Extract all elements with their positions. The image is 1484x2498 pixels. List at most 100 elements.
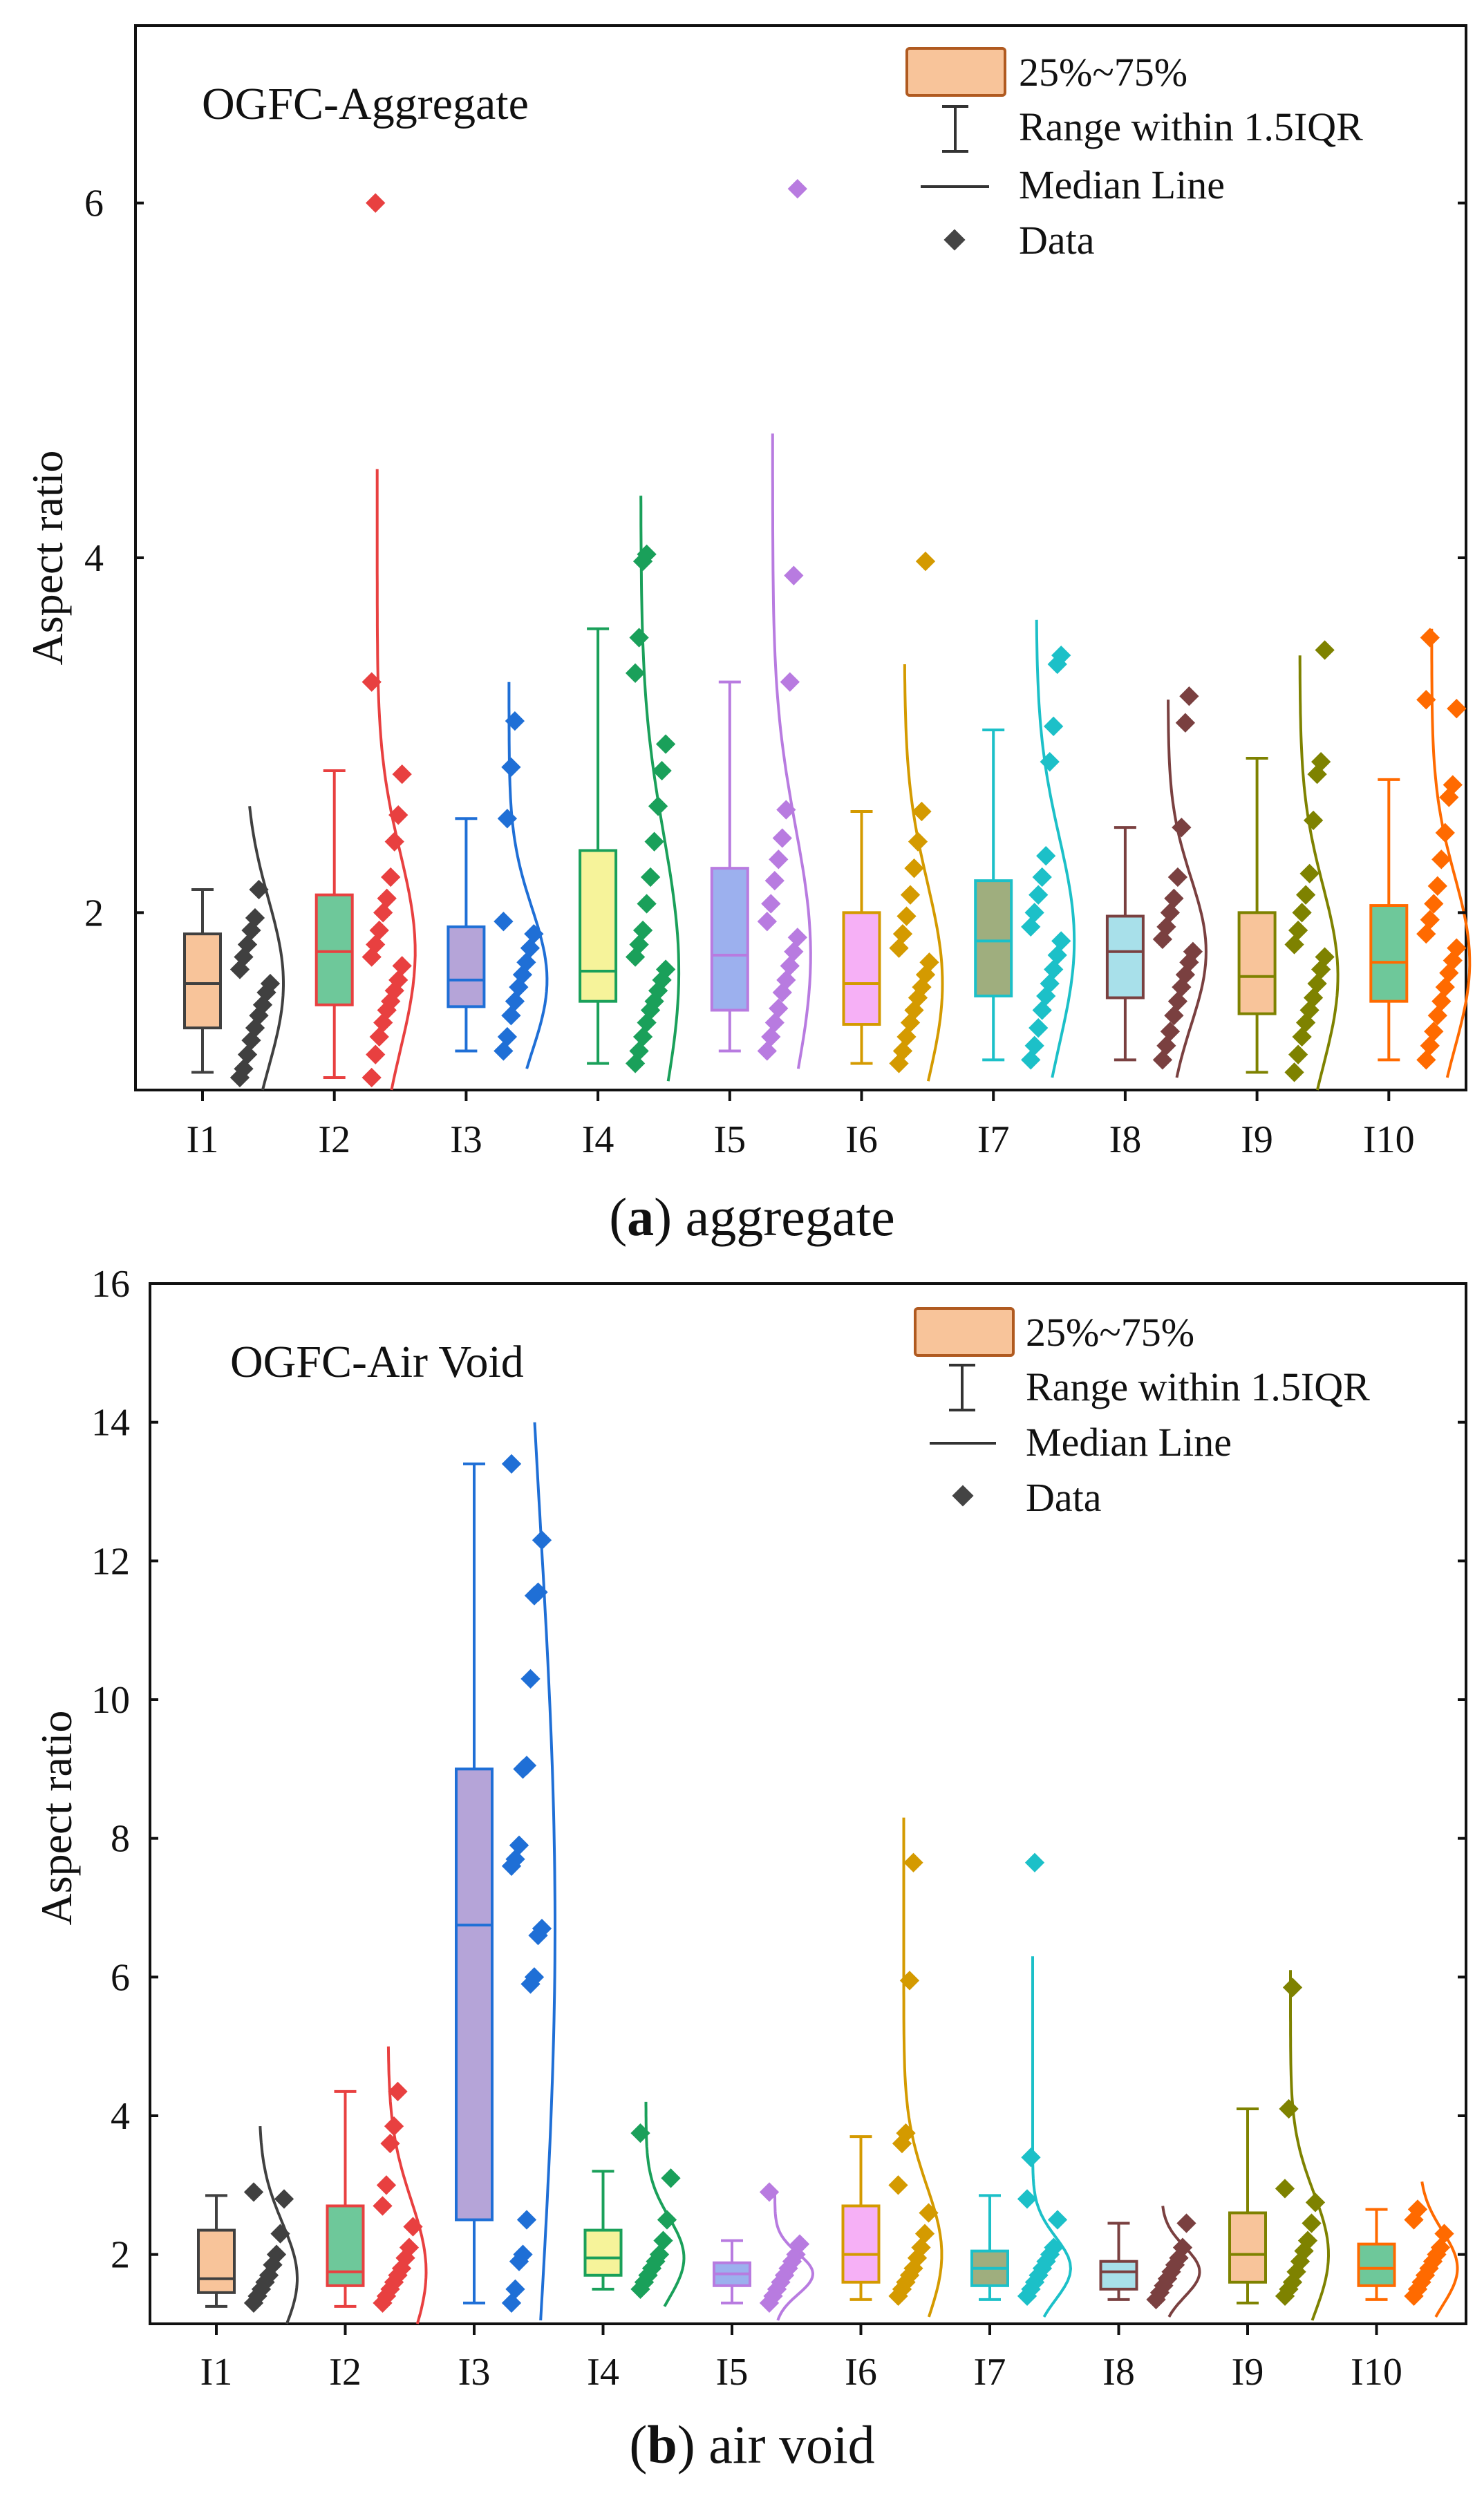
x-tick-label: I9: [1241, 1118, 1273, 1161]
caption-letter-a: a: [627, 1187, 654, 1247]
data-point: [903, 1852, 923, 1872]
data-point: [380, 2133, 400, 2154]
data-point: [769, 998, 789, 1019]
data-point: [513, 2244, 533, 2264]
data-point: [1021, 917, 1041, 937]
y-tick-label: 4: [84, 537, 104, 580]
data-point: [1175, 713, 1196, 733]
data-point: [1044, 959, 1064, 979]
data-point: [892, 1041, 913, 1061]
data-point: [524, 1967, 545, 1987]
data-point: [1435, 977, 1455, 997]
data-point: [1164, 888, 1184, 908]
legend-whisker-icon: [949, 1364, 975, 1411]
box-iqr: [974, 879, 1013, 997]
box-iqr: [1357, 2242, 1396, 2287]
data-point: [889, 938, 909, 958]
violin-curve: [259, 2126, 299, 2325]
data-point: [1024, 1035, 1044, 1055]
data-point: [505, 711, 525, 731]
x-tick-label: I5: [716, 2351, 749, 2394]
box-iqr: [447, 925, 486, 1008]
data-point: [1307, 973, 1327, 994]
legend-box-swatch: [914, 1307, 1015, 1357]
y-axis-label-a: Aspect ratio: [23, 451, 72, 666]
data-point: [1434, 2224, 1454, 2244]
data-point-group: [243, 1454, 1454, 2313]
panel-air-void: 2 4 6 8 10 12 14 16 I1 I2 I3 I4 I5 I6 I7 I8 I9 I10 OGFC-…: [32, 1263, 1467, 2474]
x-tick-label: I3: [458, 2351, 491, 2394]
caption-a: (a) aggregate: [609, 1187, 895, 1247]
data-point: [912, 801, 932, 822]
data-point: [1156, 1035, 1176, 1055]
data-point: [772, 828, 792, 848]
data-point: [896, 1026, 917, 1047]
data-point: [377, 888, 397, 908]
data-point: [373, 2196, 393, 2216]
data-point: [532, 1918, 552, 1939]
data-point: [661, 2168, 681, 2188]
data-point: [1167, 867, 1188, 888]
data-point: [516, 1756, 537, 1776]
data-point: [505, 2279, 525, 2299]
data-point: [381, 867, 401, 888]
box-iqr: [1369, 904, 1409, 1003]
x-tick-label: I8: [1109, 1118, 1142, 1161]
legend-whisker-label: Range within 1.5IQR: [1019, 104, 1363, 149]
legend-data-icon: [943, 229, 966, 251]
data-point: [789, 2234, 810, 2254]
caption-text-a: aggregate: [672, 1187, 895, 1247]
violin-curve: [533, 1422, 556, 2321]
data-point: [1024, 903, 1044, 923]
box-iqr: [1105, 914, 1145, 999]
data-point: [761, 894, 781, 914]
x-tick-group: I1 I2 I3 I4 I5 I6 I7 I8 I9 I10: [200, 2324, 1402, 2394]
data-point: [1303, 988, 1324, 1008]
data-point: [1420, 910, 1440, 930]
data-point: [1044, 2237, 1064, 2257]
data-point: [784, 941, 804, 961]
data-point: [1051, 646, 1071, 666]
data-point: [497, 1026, 518, 1047]
violin-group: [248, 433, 1472, 1091]
data-point: [1447, 938, 1467, 958]
data-point: [1024, 1852, 1045, 1872]
plot-frame-b: [149, 1282, 1467, 2325]
legend-data-label: Data: [1026, 1475, 1102, 1520]
data-point: [1040, 973, 1060, 994]
data-point: [888, 2175, 908, 2195]
violin-curve: [1031, 1956, 1073, 2318]
x-tick-label: I1: [187, 1118, 219, 1161]
box-iqr: [842, 911, 881, 1026]
data-point: [655, 959, 676, 979]
violin-curve: [1167, 699, 1208, 1078]
x-tick-label: I9: [1232, 2351, 1264, 2394]
data-point: [399, 2237, 420, 2257]
x-tick-label: I6: [845, 1118, 878, 1161]
box-iqr: [455, 1767, 494, 2222]
violin-curve: [903, 664, 944, 1082]
data-point: [899, 1971, 920, 1991]
data-point-group: [229, 178, 1467, 1088]
box-iqr: [579, 849, 618, 1003]
data-point: [644, 832, 664, 852]
data-point: [908, 832, 928, 852]
data-point: [1430, 2237, 1451, 2257]
caption-text-b: air void: [695, 2414, 875, 2474]
y-tick-label: 12: [91, 1540, 130, 1583]
data-point: [1040, 752, 1060, 772]
data-point: [1179, 686, 1199, 706]
data-point: [1051, 931, 1071, 951]
box-iqr: [1099, 2260, 1138, 2291]
box-iqr: [583, 2228, 623, 2277]
box-group: [197, 1462, 1396, 2308]
x-tick-label: I7: [974, 2351, 1006, 2394]
data-point: [655, 734, 676, 754]
data-point: [520, 938, 541, 958]
data-point: [1282, 1978, 1303, 1998]
violin-curve: [1430, 628, 1472, 1078]
chart-title-b: OGFC-Air Void: [230, 1337, 524, 1387]
data-point: [637, 894, 657, 914]
data-point: [784, 565, 804, 585]
